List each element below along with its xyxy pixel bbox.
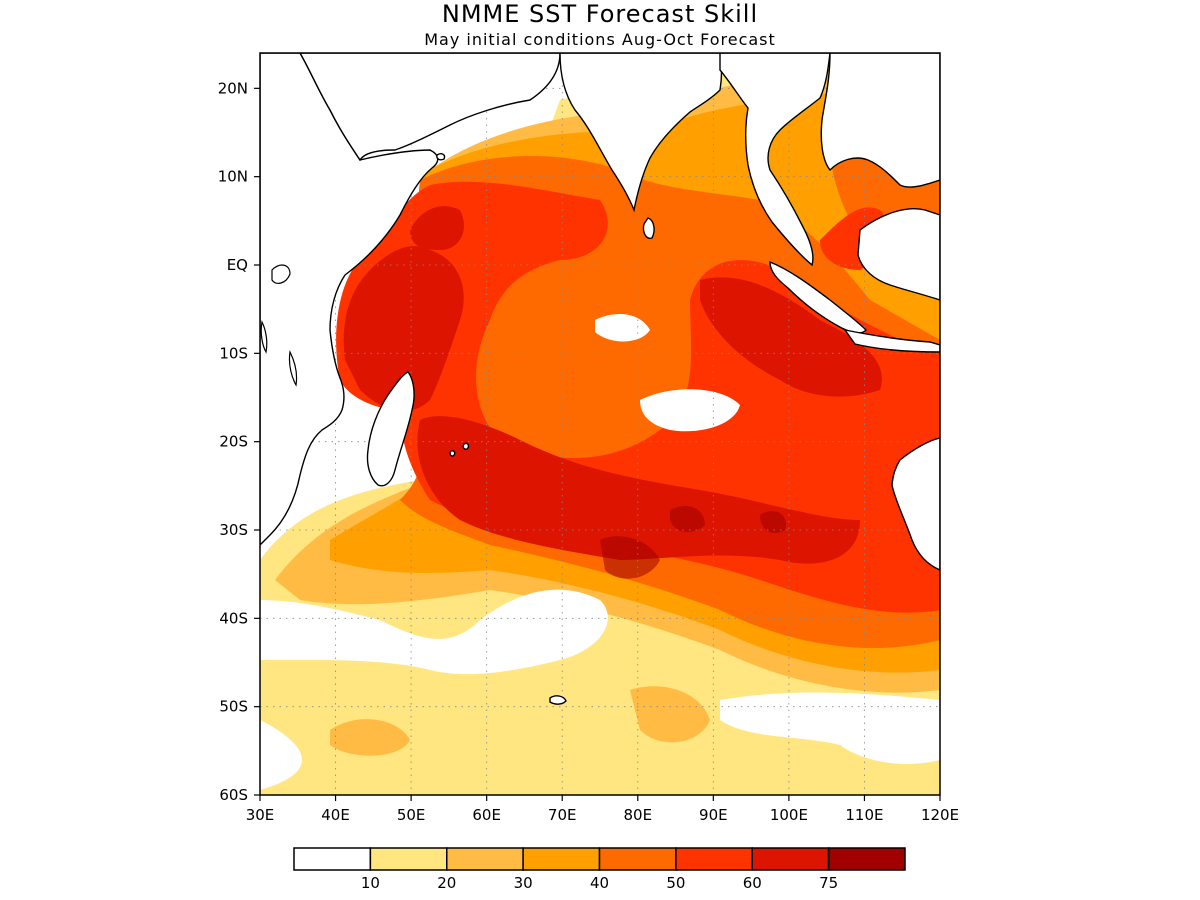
longitude-axis: 30E 40E 50E 60E 70E 80E 90E 100E 110E 120E bbox=[246, 795, 959, 824]
skill-band-60-75 bbox=[343, 206, 882, 564]
sri-lanka bbox=[642, 217, 655, 239]
chart-title: NMME SST Forecast Skill bbox=[442, 0, 758, 28]
colorbar-label: 30 bbox=[514, 874, 533, 892]
lon-tick-label: 40E bbox=[321, 806, 350, 824]
lat-tick-label: 10S bbox=[219, 344, 248, 362]
lat-tick-label: 20S bbox=[219, 433, 248, 451]
colorbar-label: 50 bbox=[666, 874, 685, 892]
colorbar-label: 60 bbox=[743, 874, 762, 892]
socotra-island bbox=[436, 153, 446, 161]
lon-tick-label: 50E bbox=[397, 806, 426, 824]
lon-tick-label: 110E bbox=[845, 806, 883, 824]
lat-tick-label: 20N bbox=[218, 79, 248, 97]
low-skill-hole-central bbox=[595, 314, 740, 432]
lat-tick-label: 60S bbox=[219, 786, 248, 804]
colorbar-bin bbox=[675, 847, 753, 871]
lake-tanganyika bbox=[260, 320, 268, 354]
lat-tick-label: 50S bbox=[219, 698, 248, 716]
lon-tick-label: 70E bbox=[548, 806, 577, 824]
land-masses bbox=[260, 53, 940, 705]
colorbar-bin bbox=[827, 847, 906, 871]
low-skill-region-south bbox=[260, 589, 940, 790]
colorbar-label: 75 bbox=[819, 874, 838, 892]
lat-tick-label: 40S bbox=[219, 609, 248, 627]
lat-tick-label: 10N bbox=[218, 168, 248, 186]
lat-tick-label: EQ bbox=[227, 256, 248, 274]
colorbar-bin bbox=[522, 847, 601, 871]
colorbar-bin bbox=[293, 847, 372, 871]
colorbar: 10 20 30 40 50 60 75 bbox=[293, 847, 906, 892]
mauritius-island bbox=[462, 442, 470, 450]
colorbar-label: 40 bbox=[590, 874, 609, 892]
reunion-island bbox=[449, 450, 456, 457]
lon-tick-label: 120E bbox=[921, 806, 959, 824]
lat-tick-label: 30S bbox=[219, 521, 248, 539]
indochina bbox=[820, 53, 940, 188]
map-gridlines bbox=[260, 53, 940, 795]
colorbar-bin bbox=[446, 847, 524, 871]
lon-tick-label: 90E bbox=[699, 806, 728, 824]
skill-shading bbox=[260, 55, 940, 795]
latitude-axis: 20N 10N EQ 10S 20S 30S 40S 50S 60S bbox=[218, 79, 260, 804]
lon-tick-label: 60E bbox=[472, 806, 501, 824]
lon-tick-label: 100E bbox=[770, 806, 808, 824]
kerguelen-island bbox=[549, 695, 567, 705]
skill-band-75-plus bbox=[600, 505, 786, 579]
borneo-java bbox=[843, 208, 940, 353]
lon-tick-label: 30E bbox=[246, 806, 275, 824]
australia bbox=[891, 437, 940, 571]
colorbar-bin bbox=[598, 847, 677, 871]
lon-tick-label: 80E bbox=[623, 806, 652, 824]
colorbar-label: 10 bbox=[361, 874, 380, 892]
arabia-peninsula bbox=[299, 53, 561, 162]
colorbar-bin bbox=[369, 847, 448, 871]
lake-malawi bbox=[288, 350, 298, 387]
colorbar-bin bbox=[751, 847, 830, 871]
colorbar-label: 20 bbox=[437, 874, 456, 892]
chart-subtitle: May initial conditions Aug-Oct Forecast bbox=[424, 30, 776, 49]
map-panel bbox=[260, 53, 940, 795]
southeast-asia bbox=[719, 53, 831, 267]
india-subcontinent bbox=[559, 53, 723, 213]
madagascar bbox=[366, 371, 415, 487]
skill-band-20-30-south bbox=[330, 686, 710, 756]
lake-victoria bbox=[271, 264, 291, 284]
map-frame bbox=[259, 52, 941, 796]
